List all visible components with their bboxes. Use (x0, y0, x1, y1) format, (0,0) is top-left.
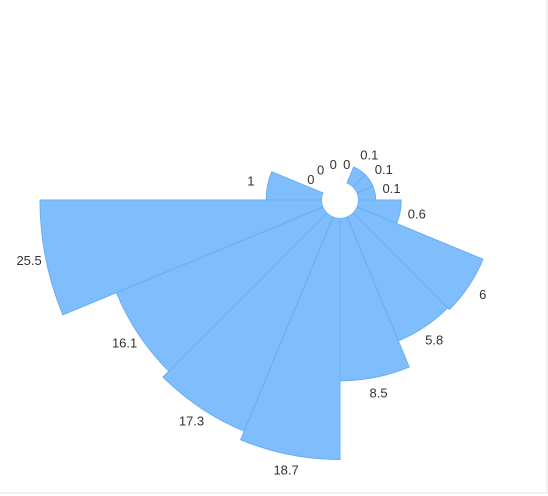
data-label-12: 1 (247, 174, 254, 189)
data-label-5: 6 (479, 287, 486, 302)
bar-segment-8[interactable] (240, 215, 341, 460)
data-label-13: 0 (307, 172, 314, 187)
segments-group (39, 166, 484, 460)
center-hole (322, 182, 358, 218)
labels-group: 0.10.10.10.665.88.518.717.316.125.51 00 0 0 (16, 148, 486, 478)
data-label-1: 0.1 (360, 148, 378, 163)
bar-segment-9[interactable] (162, 212, 334, 432)
data-label-6: 5.8 (425, 332, 443, 347)
data-label-4: 0.6 (408, 207, 426, 222)
data-label-10: 16.1 (112, 335, 137, 350)
data-label-11: 25.5 (16, 253, 41, 268)
data-label-7: 8.5 (370, 385, 388, 400)
data-label-14: 0 (317, 162, 324, 177)
data-label-zero-2: 0 (343, 157, 350, 172)
data-label-8: 18.7 (273, 463, 298, 478)
data-label-3: 0.1 (383, 181, 401, 196)
bar-segment-12[interactable] (265, 171, 325, 201)
data-label-zero-1: 0 (330, 157, 337, 172)
data-label-2: 0.1 (375, 162, 393, 177)
data-label-9: 17.3 (179, 414, 204, 429)
